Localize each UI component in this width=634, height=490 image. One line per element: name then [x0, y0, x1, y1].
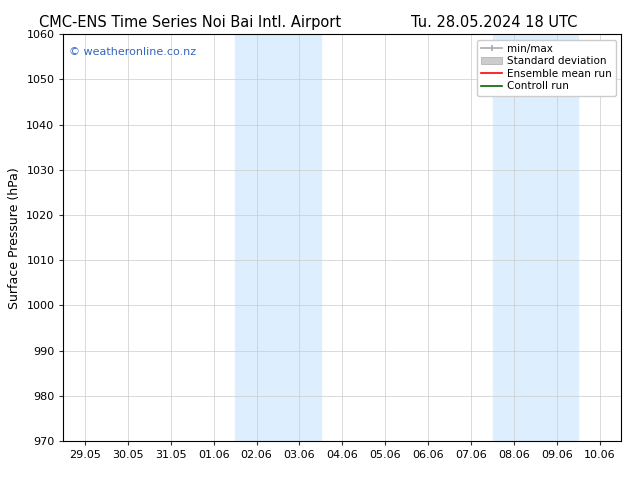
Y-axis label: Surface Pressure (hPa): Surface Pressure (hPa): [8, 167, 21, 309]
Bar: [235, 34, 321, 441]
Text: CMC-ENS Time Series Noi Bai Intl. Airport: CMC-ENS Time Series Noi Bai Intl. Airpor…: [39, 15, 341, 30]
Bar: [493, 34, 578, 441]
Legend: min/max, Standard deviation, Ensemble mean run, Controll run: min/max, Standard deviation, Ensemble me…: [477, 40, 616, 96]
Text: Tu. 28.05.2024 18 UTC: Tu. 28.05.2024 18 UTC: [411, 15, 578, 30]
Text: © weatheronline.co.nz: © weatheronline.co.nz: [69, 47, 196, 56]
